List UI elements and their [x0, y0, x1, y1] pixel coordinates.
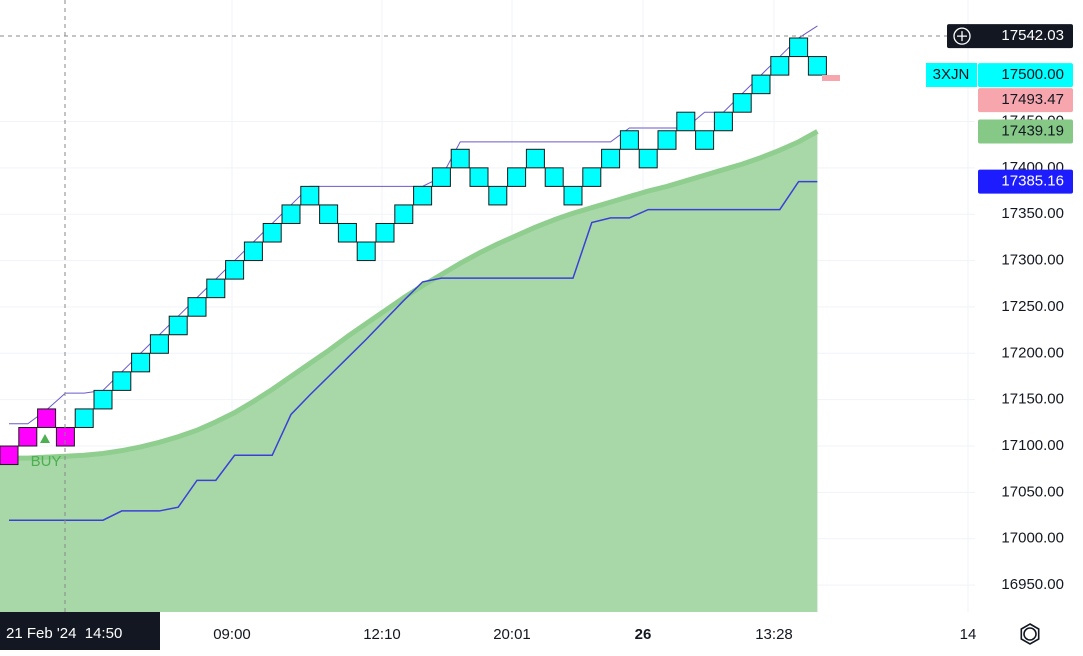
- brick: [168, 315, 188, 336]
- x-tick-label: 09:00: [213, 626, 251, 643]
- buy-label: BUY: [31, 453, 62, 470]
- brick: [37, 408, 57, 428]
- brick: [770, 56, 790, 76]
- brick: [469, 167, 489, 187]
- settings-icon-outline[interactable]: [1020, 623, 1040, 645]
- brick: [695, 130, 715, 150]
- brick: [18, 426, 38, 447]
- brick: [337, 222, 357, 243]
- brick: [619, 130, 639, 150]
- brick: [375, 222, 395, 243]
- price-badge: 17493.47: [1001, 91, 1064, 108]
- brick: [488, 185, 508, 206]
- brick: [807, 56, 827, 76]
- y-tick-label: 17200.00: [1001, 344, 1064, 361]
- brick: [300, 185, 320, 206]
- add-icon-plus: [957, 31, 967, 42]
- price-badge: 17439.19: [1001, 122, 1064, 139]
- price-badge: 17500.00: [1001, 66, 1064, 83]
- brick: [356, 241, 376, 262]
- y-tick-label: 17150.00: [1001, 391, 1064, 408]
- settings-icon[interactable]: [1023, 627, 1037, 641]
- brick: [281, 204, 301, 224]
- price-badge-bg: [978, 169, 1073, 194]
- brick: [582, 167, 602, 187]
- brick: [525, 148, 545, 169]
- brick: [601, 148, 621, 169]
- y-tick-label: 17050.00: [1001, 483, 1064, 500]
- brick: [243, 241, 263, 262]
- brick: [544, 167, 564, 187]
- x-tick-label: 13:28: [755, 626, 793, 643]
- price-badge: 17542.03: [1001, 27, 1064, 44]
- brick: [713, 111, 733, 132]
- price-badge-bg: [947, 24, 1073, 49]
- brick: [638, 148, 658, 169]
- brick: [507, 167, 527, 187]
- brick: [74, 408, 94, 428]
- price-badge-bg: [978, 119, 1073, 144]
- brick: [657, 130, 677, 150]
- brick: [319, 204, 339, 224]
- brick: [0, 445, 19, 466]
- brick: [149, 334, 169, 354]
- symbol-badge-bg: [926, 63, 977, 87]
- brick: [206, 278, 226, 299]
- brick: [676, 111, 696, 132]
- brick: [131, 352, 151, 373]
- y-tick-label: 17350.00: [1001, 205, 1064, 222]
- brick: [413, 185, 433, 206]
- x-tick-label: 20:01: [493, 626, 531, 643]
- brick: [563, 185, 583, 206]
- ma-fill: [0, 131, 818, 612]
- x-tick-label: 26: [635, 626, 652, 643]
- y-tick-label: 17250.00: [1001, 298, 1064, 315]
- brick: [262, 222, 282, 243]
- buy-marker: [40, 434, 50, 443]
- price-badge: 17385.16: [1001, 173, 1064, 190]
- add-icon: [953, 27, 971, 45]
- time-axis: 09:00 12:10 20:01 26 13:28 14: [213, 626, 976, 643]
- brick: [112, 371, 132, 391]
- y-tick-label: 17100.00: [1001, 437, 1064, 454]
- symbol-badge: 3XJN: [933, 66, 970, 83]
- crosshair-time-bg: [0, 612, 160, 650]
- x-tick-label: 14: [960, 626, 977, 643]
- brick: [431, 167, 451, 187]
- x-tick-label: 12:10: [363, 626, 401, 643]
- price-badges: 17542.03 17500.00 17493.47 17439.19 17385.16: [947, 24, 1073, 194]
- price-badge-bg: [978, 63, 1073, 88]
- brick: [789, 37, 809, 58]
- y-tick-label: 17300.00: [1001, 252, 1064, 269]
- bricks: [0, 37, 827, 466]
- brick: [751, 74, 771, 95]
- brick: [732, 93, 752, 113]
- brick: [93, 389, 113, 410]
- pending-brick: [822, 75, 840, 81]
- y-tick-label: 17000.00: [1001, 530, 1064, 547]
- brick: [225, 260, 245, 280]
- brick: [450, 148, 470, 169]
- brick: [187, 297, 207, 317]
- band-line: [9, 180, 818, 521]
- y-tick-label: 16950.00: [1001, 576, 1064, 593]
- crosshair-time: 21 Feb '24 14:50: [6, 625, 122, 642]
- price-badge-bg: [978, 88, 1073, 113]
- brick: [394, 204, 414, 224]
- settings-button[interactable]: [1020, 623, 1040, 645]
